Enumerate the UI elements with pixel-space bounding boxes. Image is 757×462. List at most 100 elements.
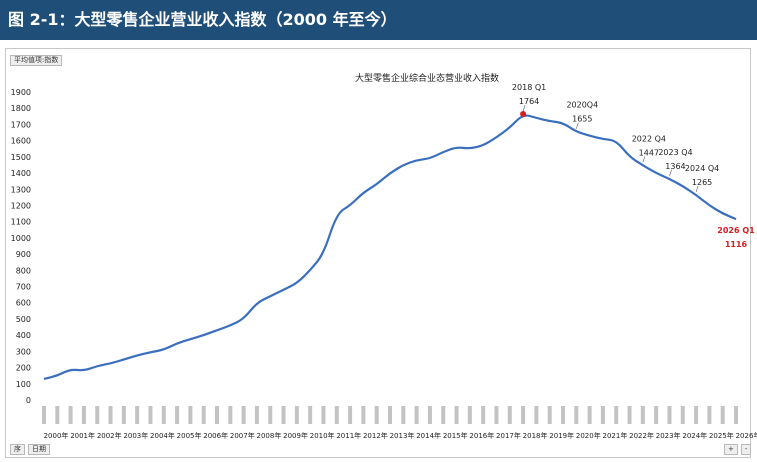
x-tick-label: 2004年	[150, 431, 175, 440]
x-tick-label: 2011年	[336, 431, 361, 440]
x-tick-label: 2025年	[709, 431, 734, 440]
x-period-marker	[547, 406, 552, 424]
annotation-leader	[669, 169, 672, 176]
y-tick-label: 100	[16, 380, 31, 389]
y-tick-label: 1800	[11, 104, 31, 113]
y-tick-label: 0	[26, 396, 31, 405]
x-tick-label: 2002年	[97, 431, 122, 440]
x-tick-label: 2026年	[736, 431, 757, 440]
x-tick-label: 2005年	[177, 431, 202, 440]
x-period-marker	[215, 406, 220, 424]
y-tick-label: 1400	[11, 169, 31, 178]
x-tick-label: 2021年	[603, 431, 628, 440]
y-tick-label: 400	[16, 331, 31, 340]
annotation-period: 2023 Q4	[658, 148, 692, 157]
x-period-marker	[42, 406, 46, 424]
annotation-period: 2026 Q1	[717, 226, 755, 235]
x-period-marker	[55, 406, 60, 424]
x-tick-label: 2015年	[443, 431, 468, 440]
y-tick-label: 1000	[11, 234, 31, 243]
y-tick-label: 1300	[11, 185, 31, 194]
x-period-marker	[441, 406, 446, 424]
page-title: 图 2-1：大型零售企业营业收入指数（2000 年至今）	[0, 0, 757, 40]
x-tick-label: 2000年	[44, 431, 69, 440]
x-period-marker	[401, 406, 406, 424]
x-tick-label: 2018年	[523, 431, 548, 440]
sort-button[interactable]: 序	[10, 444, 25, 455]
x-period-marker	[254, 406, 259, 424]
zoom-controls: + -	[724, 444, 752, 455]
annotation-leader	[576, 122, 579, 129]
x-period-marker	[175, 406, 180, 424]
x-period-marker	[640, 406, 645, 424]
annotation-leader	[522, 104, 526, 112]
x-period-marker	[454, 406, 459, 424]
y-tick-label: 1100	[11, 218, 31, 227]
y-tick-label: 1900	[11, 88, 31, 97]
x-period-marker	[587, 406, 592, 424]
x-tick-label: 2010年	[310, 431, 335, 440]
x-period-marker	[534, 406, 539, 424]
x-period-marker	[81, 406, 86, 424]
y-tick-label: 1500	[11, 153, 31, 162]
x-period-marker	[294, 406, 299, 424]
y-tick-label: 700	[16, 283, 31, 292]
x-period-marker	[135, 406, 140, 424]
x-tick-label: 2003年	[123, 431, 148, 440]
x-period-marker	[561, 406, 566, 424]
annotation-period: 2020Q4	[566, 101, 598, 110]
annotations: 2018 Q1 1764 2020Q4 1655 2022 Q4 1447 2023 Q4 1…	[512, 83, 755, 249]
x-period-marker	[241, 406, 246, 424]
x-axis: 2000年 2001年 2002年 2003年 2004年 2005年 2006年 2007年…	[42, 406, 757, 440]
x-period-marker	[95, 406, 100, 424]
zoom-in-button[interactable]: +	[724, 444, 738, 455]
chart-frame	[5, 48, 751, 458]
annotation-value: 1764	[519, 97, 539, 106]
y-tick-label: 600	[16, 299, 31, 308]
x-period-marker	[494, 406, 499, 424]
value-field-button[interactable]: 平均值项:指数	[10, 55, 63, 66]
x-period-marker	[627, 406, 632, 424]
annotation-value: 1447	[639, 148, 659, 157]
x-period-marker	[388, 406, 393, 424]
x-tick-label: 2014年	[416, 431, 441, 440]
x-tick-label: 2022年	[629, 431, 654, 440]
x-period-marker	[348, 406, 353, 424]
x-period-marker	[694, 406, 699, 424]
x-period-marker	[734, 406, 739, 424]
x-period-marker	[614, 406, 619, 424]
y-axis: 0 100 200 300 400 500 600 700 800 900 1000 1100 1200…	[11, 88, 31, 405]
y-tick-label: 900	[16, 250, 31, 259]
x-tick-label: 2020年	[576, 431, 601, 440]
x-period-marker	[161, 406, 166, 424]
x-period-marker	[121, 406, 126, 424]
y-tick-label: 300	[16, 347, 31, 356]
x-period-marker	[334, 406, 339, 424]
x-period-marker	[148, 406, 153, 424]
x-period-marker	[308, 406, 313, 424]
x-tick-label: 2024年	[682, 431, 707, 440]
annotation-leader	[642, 156, 646, 163]
x-tick-label: 2006年	[203, 431, 228, 440]
x-tick-label: 2023年	[656, 431, 681, 440]
x-period-marker	[188, 406, 193, 424]
x-period-marker	[680, 406, 685, 424]
x-tick-label: 2019年	[549, 431, 574, 440]
peak-marker	[520, 111, 527, 118]
x-tick-label: 2001年	[70, 431, 95, 440]
zoom-out-button[interactable]: -	[740, 444, 752, 455]
x-period-marker	[667, 406, 672, 424]
x-period-marker	[374, 406, 379, 424]
x-period-marker	[507, 406, 512, 424]
x-period-marker	[201, 406, 206, 424]
annotation-value: 1655	[572, 115, 592, 124]
y-tick-label: 800	[16, 266, 31, 275]
x-period-marker	[600, 406, 605, 424]
date-filter-button[interactable]: 日期	[28, 444, 50, 455]
x-tick-label: 2017年	[496, 431, 521, 440]
x-period-marker	[481, 406, 486, 424]
x-tick-label: 2016年	[469, 431, 494, 440]
x-period-marker	[281, 406, 286, 424]
x-period-marker	[68, 406, 73, 424]
